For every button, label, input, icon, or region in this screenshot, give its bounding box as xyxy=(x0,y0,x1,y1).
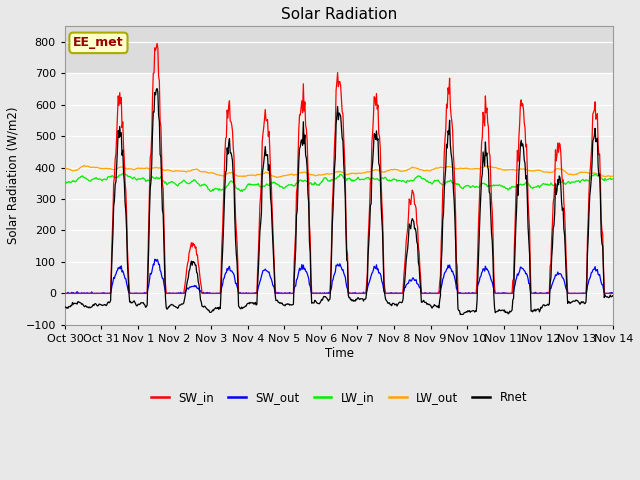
Text: EE_met: EE_met xyxy=(73,36,124,49)
Title: Solar Radiation: Solar Radiation xyxy=(281,7,397,22)
Bar xyxy=(65,73,613,325)
Y-axis label: Solar Radiation (W/m2): Solar Radiation (W/m2) xyxy=(7,107,20,244)
Legend: SW_in, SW_out, LW_in, LW_out, Rnet: SW_in, SW_out, LW_in, LW_out, Rnet xyxy=(147,386,532,408)
X-axis label: Time: Time xyxy=(324,347,354,360)
